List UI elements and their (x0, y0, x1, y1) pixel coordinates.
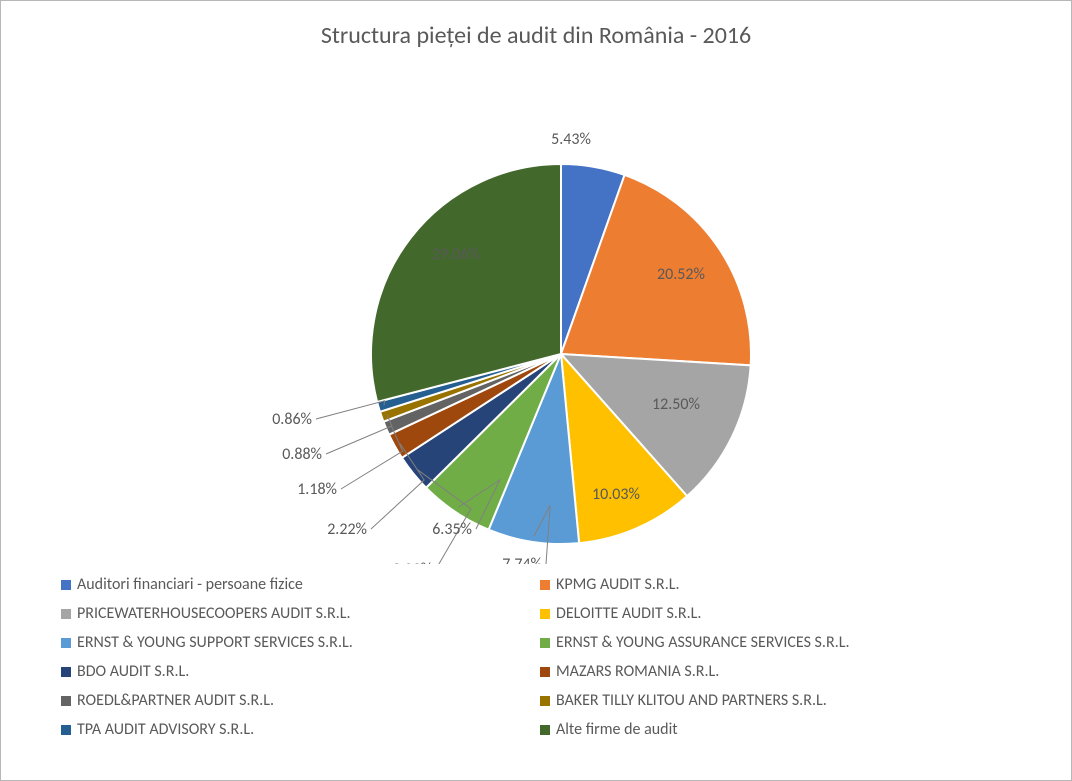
legend-label: KPMG AUDIT S.R.L. (556, 575, 680, 594)
legend-label: ROEDL&PARTNER AUDIT S.R.L. (77, 691, 274, 710)
legend-label: BAKER TILLY KLITOU AND PARTNERS S.R.L. (556, 691, 827, 710)
legend-swatch (61, 580, 71, 590)
legend-item: KPMG AUDIT S.R.L. (540, 575, 1011, 594)
legend-swatch (61, 609, 71, 619)
legend-label: MAZARS ROMANIA S.R.L. (556, 662, 719, 681)
legend-swatch (540, 725, 550, 735)
legend-swatch (61, 667, 71, 677)
legend-label: Auditori financiari - persoane fizice (77, 575, 303, 594)
legend-swatch (61, 638, 71, 648)
legend-swatch (61, 696, 71, 706)
legend-label: ERNST & YOUNG SUPPORT SERVICES S.R.L. (77, 633, 353, 652)
legend-label: ERNST & YOUNG ASSURANCE SERVICES S.R.L. (556, 633, 850, 652)
legend-label: Alte firme de audit (556, 720, 678, 739)
legend-label: TPA AUDIT ADVISORY S.R.L. (77, 720, 254, 739)
slice-label: 2.22% (327, 520, 367, 539)
legend-swatch (61, 725, 71, 735)
legend-item: MAZARS ROMANIA S.R.L. (540, 662, 1011, 681)
slice-label: 3.23% (392, 560, 432, 564)
slice-label: 1.18% (297, 480, 337, 499)
legend-label: BDO AUDIT S.R.L. (77, 662, 189, 681)
legend-label: DELOITTE AUDIT S.R.L. (556, 604, 701, 623)
legend-label: PRICEWATERHOUSECOOPERS AUDIT S.R.L. (77, 604, 351, 623)
legend-item: BAKER TILLY KLITOU AND PARTNERS S.R.L. (540, 691, 1011, 710)
legend-swatch (540, 696, 550, 706)
legend-item: PRICEWATERHOUSECOOPERS AUDIT S.R.L. (61, 604, 532, 623)
legend-swatch (540, 580, 550, 590)
slice-label: 29.06% (432, 245, 480, 264)
slice-label: 10.03% (592, 485, 640, 504)
slice-label: 7.74% (502, 555, 542, 564)
slice-label: 20.52% (657, 265, 705, 284)
slice-label: 6.35% (432, 520, 472, 539)
slice-label: 12.50% (652, 395, 700, 414)
chart-title: Structura pieței de audit din România - … (21, 21, 1051, 50)
legend-item: TPA AUDIT ADVISORY S.R.L. (61, 720, 532, 739)
legend-swatch (540, 638, 550, 648)
legend-item: DELOITTE AUDIT S.R.L. (540, 604, 1011, 623)
legend-item: Auditori financiari - persoane fizice (61, 575, 532, 594)
legend-item: ROEDL&PARTNER AUDIT S.R.L. (61, 691, 532, 710)
legend: Auditori financiari - persoane fizice KPM… (21, 569, 1051, 739)
slice-label: 5.43% (551, 130, 591, 149)
legend-item: Alte firme de audit (540, 720, 1011, 739)
legend-item: ERNST & YOUNG SUPPORT SERVICES S.R.L. (61, 633, 532, 652)
legend-swatch (540, 609, 550, 619)
legend-item: BDO AUDIT S.R.L. (61, 662, 532, 681)
legend-item: ERNST & YOUNG ASSURANCE SERVICES S.R.L. (540, 633, 1011, 652)
legend-swatch (540, 667, 550, 677)
slice-label: 0.88% (282, 445, 322, 464)
pie-chart: 5.43% 20.52% 12.50% 10.03% 7.74% 6.35% 3.23% 2.… (21, 54, 1051, 564)
chart-container: Structura pieței de audit din România - … (0, 0, 1072, 781)
slice-label: 0.86% (272, 410, 312, 429)
